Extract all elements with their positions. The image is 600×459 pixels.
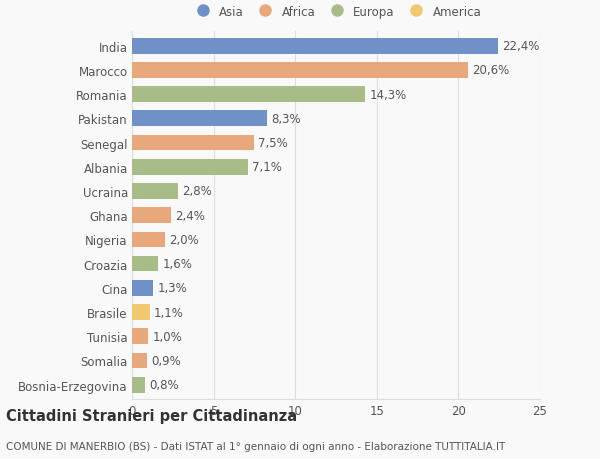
Text: 0,8%: 0,8% — [149, 378, 179, 392]
Text: 14,3%: 14,3% — [370, 89, 407, 101]
Text: COMUNE DI MANERBIO (BS) - Dati ISTAT al 1° gennaio di ogni anno - Elaborazione T: COMUNE DI MANERBIO (BS) - Dati ISTAT al … — [6, 441, 505, 451]
Bar — [132, 63, 468, 78]
Text: 1,1%: 1,1% — [154, 306, 184, 319]
Bar — [132, 208, 171, 224]
Text: 7,5%: 7,5% — [259, 137, 288, 150]
Bar — [132, 39, 497, 55]
Text: 7,1%: 7,1% — [252, 161, 282, 174]
Text: Cittadini Stranieri per Cittadinanza: Cittadini Stranieri per Cittadinanza — [6, 408, 297, 423]
Bar — [132, 353, 146, 369]
Text: 0,9%: 0,9% — [151, 354, 181, 367]
Bar — [132, 232, 164, 248]
Bar — [132, 184, 178, 199]
Text: 8,3%: 8,3% — [272, 112, 301, 126]
Text: 1,3%: 1,3% — [157, 282, 187, 295]
Text: 2,4%: 2,4% — [175, 209, 205, 222]
Text: 2,8%: 2,8% — [182, 185, 212, 198]
Bar — [132, 256, 158, 272]
Bar — [132, 111, 268, 127]
Bar — [132, 280, 153, 296]
Bar — [132, 135, 254, 151]
Bar — [132, 160, 248, 175]
Text: 1,0%: 1,0% — [152, 330, 182, 343]
Text: 1,6%: 1,6% — [162, 257, 192, 270]
Bar — [132, 87, 365, 103]
Text: 2,0%: 2,0% — [169, 234, 199, 246]
Text: 20,6%: 20,6% — [472, 64, 509, 77]
Bar — [132, 377, 145, 393]
Legend: Asia, Africa, Europa, America: Asia, Africa, Europa, America — [188, 3, 484, 21]
Bar — [132, 304, 150, 320]
Text: 22,4%: 22,4% — [502, 40, 539, 53]
Bar — [132, 329, 148, 344]
